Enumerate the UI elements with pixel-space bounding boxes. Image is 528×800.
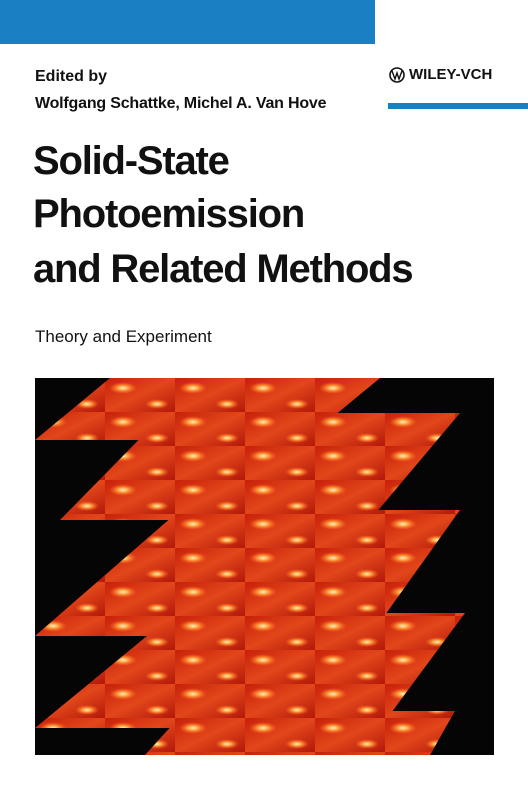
publisher-logo — [389, 66, 405, 83]
cover-art — [35, 378, 494, 755]
layers — [35, 378, 465, 755]
subtitle: Theory and Experiment — [35, 327, 212, 346]
title-line: Solid-State — [33, 139, 230, 183]
title-line: and Related Methods — [33, 247, 414, 291]
editors: Wolfgang Schattke, Michel A. Van Hove — [35, 95, 327, 112]
publisher-bar — [388, 103, 528, 109]
edited-by: Edited by — [35, 68, 108, 85]
publisher-name: WILEY-VCH — [409, 66, 493, 83]
title-line: Photoemission — [33, 192, 305, 236]
publisher: WILEY-VCH — [388, 66, 492, 83]
top-bar — [0, 0, 375, 44]
